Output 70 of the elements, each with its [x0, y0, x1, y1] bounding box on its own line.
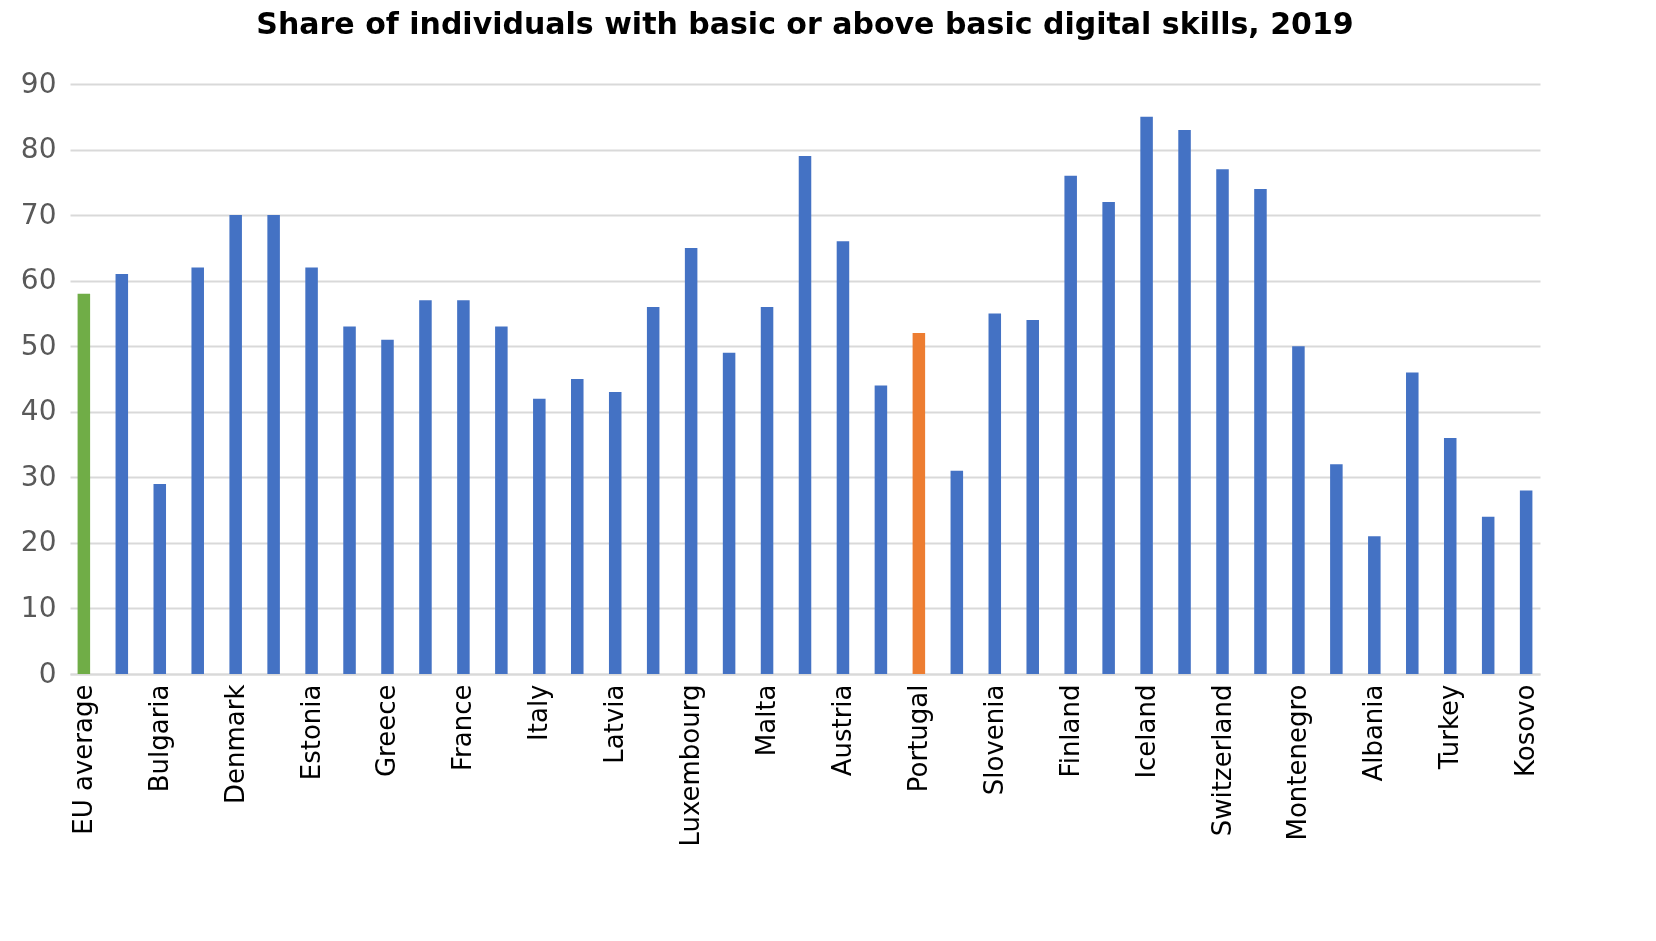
x-tick-label: Switzerland [1206, 684, 1237, 837]
bar [684, 247, 698, 674]
x-tick-label: Iceland [1130, 684, 1161, 779]
bar [77, 293, 91, 674]
bar [1064, 175, 1077, 674]
y-tick-label: 90 [20, 66, 57, 100]
bar [533, 398, 546, 674]
x-tick-label: Montenegro [1282, 684, 1313, 841]
bar [950, 470, 964, 674]
x-tick-label: Luxembourg [675, 684, 706, 847]
y-tick-label: 10 [20, 590, 57, 624]
y-tick-label: 60 [20, 263, 57, 297]
bar [988, 313, 1002, 674]
x-tick-label: Austria [826, 684, 857, 777]
bar [1102, 202, 1115, 674]
bar [608, 392, 622, 674]
y-tick-label: 40 [20, 394, 57, 428]
bar [191, 267, 204, 674]
x-tick-label: Albania [1358, 684, 1389, 782]
y-tick-label: 0 [38, 656, 57, 690]
bar [153, 483, 167, 674]
x-tick-label: Greece [371, 684, 402, 778]
bar [1443, 438, 1457, 674]
x-tick-label: Bulgaria [143, 684, 174, 793]
bar [1330, 464, 1343, 674]
bar [457, 300, 470, 674]
x-tick-label: Latvia [599, 684, 630, 764]
bar [646, 306, 660, 674]
x-tick-label: EU average [67, 684, 98, 835]
chart-title: Share of individuals with basic or above basic digital skills, 2019 [256, 6, 1354, 41]
bar [305, 267, 318, 674]
bar [343, 326, 356, 674]
bar [912, 333, 926, 674]
bar [1254, 188, 1267, 674]
bar [419, 300, 432, 674]
bar [1481, 516, 1495, 674]
bar [381, 339, 394, 674]
bar [1140, 116, 1153, 674]
x-tick-label: Finland [1054, 684, 1085, 778]
y-tick-label: 20 [20, 525, 57, 559]
bar [798, 156, 812, 674]
bar [267, 215, 280, 674]
x-tick-label: Kosovo [1510, 684, 1541, 777]
bar [1519, 490, 1533, 674]
x-tick-label: Slovenia [978, 684, 1009, 796]
y-tick-label: 70 [20, 197, 57, 231]
bar [1368, 536, 1381, 674]
x-tick-label: Estonia [295, 684, 326, 781]
bar [115, 274, 129, 674]
y-tick-label: 80 [20, 132, 57, 166]
x-tick-label: Italy [523, 684, 554, 741]
bar [836, 241, 850, 674]
bar [1406, 372, 1419, 674]
x-tick-label: Malta [751, 684, 782, 757]
bar [874, 385, 888, 674]
bar [722, 352, 736, 674]
bar [1216, 169, 1229, 674]
bar [495, 326, 508, 674]
x-tick-label: Denmark [219, 684, 250, 805]
bar [1292, 346, 1305, 674]
bar [229, 215, 242, 674]
x-tick-label: France [447, 684, 478, 771]
bar [1026, 320, 1039, 674]
bar [1178, 129, 1191, 674]
y-tick-label: 50 [20, 328, 57, 362]
y-tick-label: 30 [20, 459, 57, 493]
x-tick-label: Turkey [1434, 684, 1465, 771]
x-tick-label: Portugal [902, 684, 933, 793]
bar [571, 379, 584, 674]
bar [760, 306, 774, 674]
